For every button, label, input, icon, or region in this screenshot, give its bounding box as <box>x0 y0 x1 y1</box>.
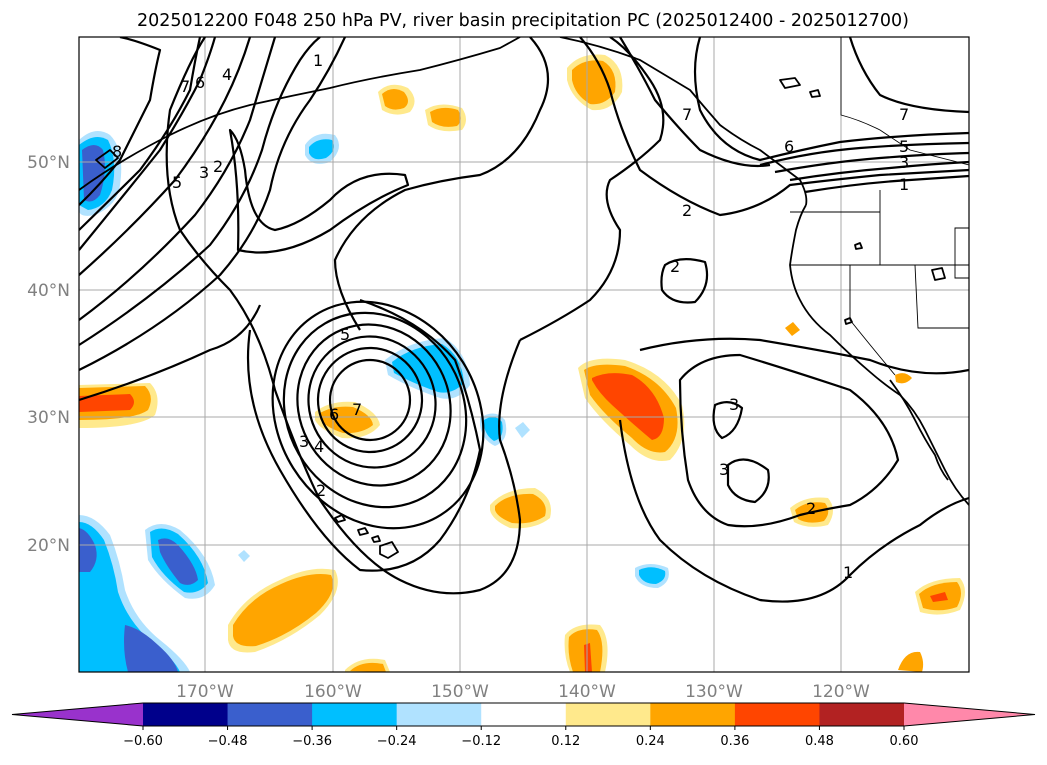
contour-label: 8 <box>112 142 122 161</box>
colorbar-segment <box>312 703 398 726</box>
contour-label: 4 <box>314 437 324 456</box>
lon-label: 170°W <box>176 682 234 702</box>
contour-label: 2 <box>806 499 816 518</box>
contour-label: 1 <box>899 175 909 194</box>
colorbar-tick-label: 0.60 <box>890 734 919 749</box>
lon-label: 160°W <box>304 682 362 702</box>
contour-label: 1 <box>313 51 323 70</box>
colorbar: −0.60 −0.48 −0.36 −0.24 −0.12 0.12 0.24 0.36 0.4… <box>11 702 1036 749</box>
contour-label: 7 <box>352 400 362 419</box>
map-frame <box>78 36 970 673</box>
contour-label: 4 <box>222 65 232 84</box>
contour-label: 2 <box>213 157 223 176</box>
map-background <box>79 37 969 672</box>
lat-label: 20°N <box>27 536 70 556</box>
contour-label: 3 <box>899 153 909 172</box>
latitude-labels: 50°N 40°N 30°N 20°N <box>27 153 70 556</box>
colorbar-extend-high <box>904 703 1035 726</box>
lon-label: 140°W <box>558 682 616 702</box>
colorbar-segment <box>734 703 820 726</box>
contour-label: 5 <box>340 325 350 344</box>
contour-label: 6 <box>329 405 339 424</box>
contour-label: 7 <box>180 77 190 96</box>
colorbar-tick-label: 0.12 <box>551 734 580 749</box>
lat-label: 30°N <box>27 408 70 428</box>
lat-label: 50°N <box>27 153 70 173</box>
colorbar-segment <box>481 703 567 726</box>
contour-label: 3 <box>299 432 309 451</box>
colorbar-segment <box>650 703 736 726</box>
colorbar-tick-label: −0.48 <box>208 734 248 749</box>
contour-label: 3 <box>199 163 209 182</box>
contour-label: 2 <box>316 481 326 500</box>
contour-label: 3 <box>719 460 729 479</box>
contour-label: 5 <box>899 137 909 156</box>
colorbar-tick-label: 0.48 <box>805 734 834 749</box>
colorbar-extend-low <box>12 703 143 726</box>
contour-label: 1 <box>843 563 853 582</box>
contour-labels: 7 6 4 1 8 5 3 2 5 6 7 3 4 2 7 7 6 5 3 1 … <box>112 51 909 582</box>
colorbar-tick-label: 0.36 <box>720 734 749 749</box>
contour-label: 7 <box>899 105 909 124</box>
map-title: 2025012200 F048 250 hPa PV, river basin … <box>137 11 909 31</box>
colorbar-segment <box>227 703 313 726</box>
colorbar-tick-label: 0.24 <box>636 734 665 749</box>
contour-label: 6 <box>195 73 205 92</box>
lon-label: 120°W <box>812 682 870 702</box>
colorbar-tick-label: −0.12 <box>461 734 501 749</box>
lon-label: 130°W <box>685 682 743 702</box>
contour-label: 2 <box>670 257 680 276</box>
colorbar-segment <box>819 703 905 726</box>
longitude-labels: 170°W 160°W 150°W 140°W 130°W 120°W <box>176 682 870 702</box>
contour-label: 6 <box>784 137 794 156</box>
contour-label: 7 <box>682 105 692 124</box>
colorbar-tick-label: −0.36 <box>292 734 332 749</box>
colorbar-tick-label: −0.60 <box>123 734 163 749</box>
colorbar-tick-label: −0.24 <box>377 734 417 749</box>
pv-contours <box>79 37 969 603</box>
contour-label: 2 <box>682 201 692 220</box>
colorbar-segment <box>565 703 651 726</box>
map-content: 7 6 4 1 8 5 3 2 5 6 7 3 4 2 7 7 6 5 3 1 … <box>79 37 969 672</box>
lon-label: 150°W <box>431 682 489 702</box>
colorbar-segment <box>396 703 482 726</box>
contour-label: 3 <box>729 395 739 414</box>
contour-label: 5 <box>172 173 182 192</box>
lat-label: 40°N <box>27 281 70 301</box>
colorbar-segment <box>143 703 229 726</box>
